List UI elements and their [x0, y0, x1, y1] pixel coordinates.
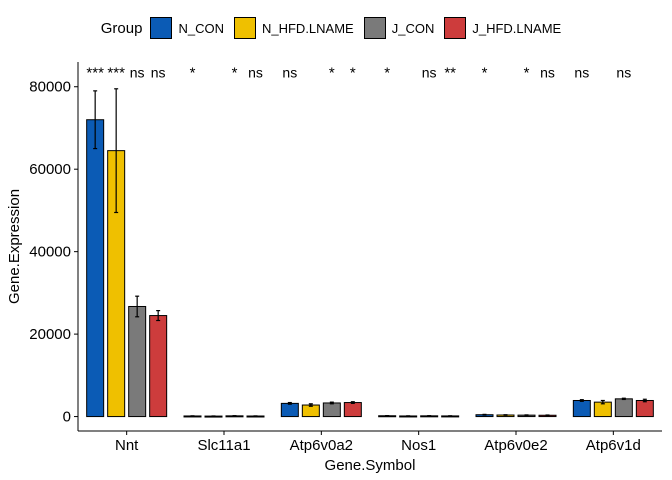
bar-j-hfd-lname-atp6v0a2 [343, 402, 362, 418]
error-bar-0-5 [579, 399, 584, 402]
significance-label-0-3: * [384, 64, 390, 81]
significance-label-2-0: ns [130, 64, 145, 80]
x-tick-label-2: Atp6v0a2 [290, 437, 353, 454]
error-bar-1-5 [600, 399, 605, 405]
significance-label-2-5: ns [616, 64, 631, 80]
significance-label-0-4: * [482, 64, 488, 81]
bar-j-hfd-lname-atp6v1d [635, 399, 654, 418]
significance-label-0-5: ns [574, 64, 589, 80]
error-bar-0-0 [93, 90, 98, 150]
significance-label-2-1: * [232, 64, 238, 81]
error-bar-2-0 [135, 295, 140, 318]
error-bar-3-0 [156, 310, 161, 322]
error-bar-3-2 [350, 401, 355, 404]
x-tick-label-3: Nos1 [401, 437, 436, 454]
bar-j-con-atp6v1d [614, 398, 633, 418]
legend-key-j-hfd-lname [444, 17, 467, 39]
y-axis-label: Gene.Expression [6, 189, 23, 304]
error-bar-1-4 [503, 414, 508, 416]
legend: Group N_CON N_HFD.LNAME J_CON J_HFD.LNAM… [0, 14, 672, 42]
significance-label-3-0: ns [151, 64, 166, 80]
significance-label-0-1: * [190, 64, 196, 81]
bar-n-con-atp6v1d [572, 399, 591, 418]
legend-label-n-hfd-lname: N_HFD.LNAME [261, 20, 354, 36]
x-tick-label-1: Slc11a1 [197, 437, 250, 454]
error-bar-2-5 [621, 397, 626, 401]
error-bar-0-2 [287, 401, 292, 405]
x-tick-label-0: Nnt [115, 437, 139, 454]
significance-label-2-2: * [329, 64, 335, 81]
x-axis-label: Gene.Symbol [325, 457, 416, 474]
legend-key-j-con [363, 17, 386, 39]
legend-item-n-con: N_CON [150, 17, 224, 39]
y-axis-ticks: 0 20000 40000 60000 80000 [29, 79, 78, 426]
legend-title: Group [100, 19, 143, 37]
significance-label-2-4: * [524, 64, 530, 81]
bar-j-con-nnt [128, 305, 147, 418]
significance-label-2-3: ns [422, 64, 437, 80]
y-tick-label-0: 0 [63, 409, 71, 426]
bar-n-con-atp6v0a2 [280, 402, 299, 418]
bar-j-hfd-lname-nnt [149, 315, 168, 418]
error-bar-2-2 [329, 401, 334, 405]
significance-label-3-3: ** [444, 64, 456, 81]
y-tick-label-3: 60000 [29, 161, 71, 178]
x-tick-label-4: Atp6v0e2 [484, 437, 547, 454]
legend-key-n-con [150, 17, 173, 39]
y-tick-label-1: 20000 [29, 326, 71, 343]
significance-label-0-2: ns [282, 64, 297, 80]
bar-n-con-nnt [86, 119, 105, 418]
legend-label-j-hfd-lname: J_HFD.LNAME [472, 20, 562, 36]
y-tick-label-2: 40000 [29, 244, 71, 261]
significance-label-0-0: *** [86, 64, 104, 81]
significance-label-3-1: ns [248, 64, 263, 80]
legend-item-n-hfd-lname: N_HFD.LNAME [233, 17, 354, 39]
x-tick-label-5: Atp6v1d [586, 437, 641, 454]
y-tick-label-4: 80000 [29, 79, 71, 96]
error-bar-0-4 [482, 413, 487, 416]
legend-label-j-con: J_CON [391, 20, 435, 36]
legend-key-n-hfd-lname [233, 17, 256, 39]
chart-marks: *** *** ns ns * * ns ns * * * ns ** * * ns ns ns [86, 64, 654, 418]
error-bar-1-0 [114, 88, 119, 214]
legend-item-j-hfd-lname: J_HFD.LNAME [444, 17, 561, 39]
error-bar-3-5 [642, 398, 647, 403]
x-axis-ticks: Nnt Slc11a1 Atp6v0a2 Nos1 Atp6v0e2 Atp6v1d [115, 431, 641, 454]
significance-label-1-0: *** [107, 64, 125, 81]
significance-label-3-2: * [350, 64, 356, 81]
legend-item-j-con: J_CON [363, 17, 435, 39]
legend-label-n-con: N_CON [178, 20, 224, 36]
error-bar-1-2 [308, 403, 313, 407]
significance-label-3-4: ns [540, 64, 555, 80]
bar-j-con-atp6v0a2 [322, 402, 341, 418]
